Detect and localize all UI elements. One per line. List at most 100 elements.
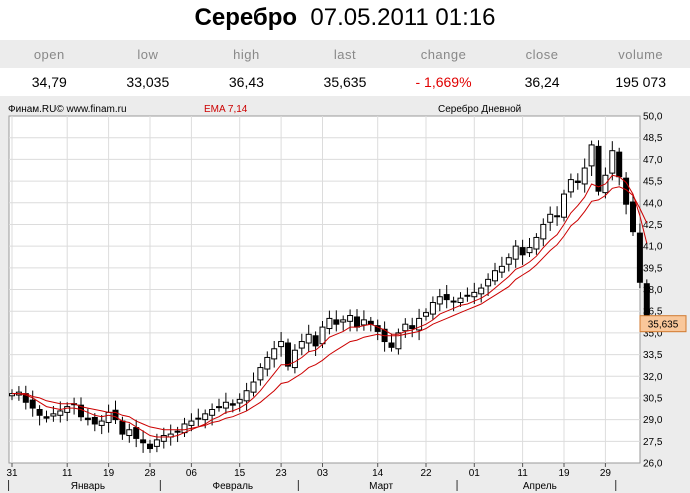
candle-body — [188, 420, 195, 426]
candle-body — [388, 342, 395, 348]
y-axis: 26,0 27,5 29,0 30,5 32,0 33,5 35,0 36,5 38,0 39,5… — [643, 112, 663, 470]
x-tick-label: 15 — [234, 468, 246, 479]
candle-body — [443, 294, 450, 301]
candle-body — [285, 342, 291, 367]
last-value: 35,635 — [295, 68, 395, 97]
candle-body — [409, 325, 416, 330]
candle — [91, 413, 98, 432]
candle-body — [498, 265, 505, 273]
volume-value: 195 073 — [591, 68, 690, 97]
candle-body — [581, 167, 588, 185]
quote-table: open low high last change close volume 3… — [0, 40, 690, 97]
ema7-line — [12, 174, 648, 438]
candle — [630, 194, 636, 237]
candle — [160, 427, 167, 449]
candle-body — [271, 348, 278, 360]
x-tick-label: 03 — [317, 468, 329, 479]
candle-body — [264, 356, 271, 370]
candle-body — [50, 413, 57, 417]
x-tick-label: 23 — [276, 468, 288, 479]
candle — [478, 283, 485, 303]
source-label: Финам.RU© www.finam.ru — [8, 104, 127, 115]
candle-body — [319, 326, 326, 345]
month-label: Март — [369, 481, 393, 492]
candle-body — [64, 406, 71, 413]
col-last-header: last — [295, 40, 395, 68]
col-high-header: high — [197, 40, 296, 68]
y-tick-label: 30,5 — [643, 393, 663, 404]
col-open-header: open — [0, 40, 99, 68]
candle-body — [450, 300, 457, 303]
candle-body — [561, 193, 567, 218]
candle-body — [195, 417, 202, 420]
candle-body — [395, 332, 402, 350]
candle-body — [84, 417, 91, 421]
last-price-marker: 35,635 — [639, 315, 687, 333]
y-tick-label: 33,5 — [643, 350, 663, 361]
candle-body — [636, 232, 643, 283]
candle — [312, 331, 319, 357]
candle-body — [526, 247, 533, 254]
candle-body — [533, 236, 540, 250]
low-value: 33,035 — [98, 68, 198, 97]
candle-body — [153, 439, 160, 447]
candle — [443, 285, 450, 309]
candle — [505, 253, 512, 272]
candle — [512, 240, 519, 268]
candle — [409, 317, 416, 338]
candle — [333, 310, 340, 332]
candle — [291, 344, 298, 374]
candle-body — [202, 413, 209, 421]
candle — [84, 408, 91, 426]
candle-body — [57, 410, 64, 416]
x-tick-label: 22 — [420, 468, 432, 479]
ema-lines — [12, 174, 648, 438]
candle — [547, 206, 554, 231]
y-tick-label: 29,0 — [643, 415, 663, 426]
candle — [485, 273, 492, 297]
col-low-header: low — [98, 40, 198, 68]
y-tick-label: 47,0 — [643, 155, 663, 166]
candle — [140, 430, 147, 453]
y-tick-label: 39,5 — [643, 263, 663, 274]
candle — [195, 408, 202, 427]
candle — [636, 223, 643, 289]
ema14-line — [12, 186, 648, 431]
x-axis: 31 11 19 28 06 15 23 03 14 22 01 11 19 29 Январь Феврал… — [6, 463, 617, 492]
candle — [588, 140, 595, 177]
candle-body — [554, 215, 561, 218]
grid-lines — [9, 116, 640, 463]
col-volume-header: volume — [591, 40, 690, 68]
col-change-header: change — [394, 40, 493, 68]
candle — [57, 401, 64, 423]
candle — [222, 392, 229, 414]
candle — [126, 423, 133, 443]
candle-body — [147, 443, 153, 450]
candle-body — [305, 333, 312, 344]
candle-body — [91, 416, 98, 425]
candle — [360, 310, 367, 331]
candle-body — [574, 180, 581, 184]
candle-body — [250, 381, 257, 393]
last-price-label: 35,635 — [648, 320, 679, 331]
candle-body — [278, 341, 285, 348]
high-value: 36,43 — [197, 68, 296, 97]
candle — [423, 308, 429, 321]
candle — [429, 296, 436, 320]
candle-body — [119, 420, 126, 435]
candle — [340, 315, 347, 331]
candle — [264, 351, 271, 377]
price-chart: Финам.RU© www.finam.ru EMA 7,14 Серебро … — [0, 96, 690, 493]
chart-subtitle: Серебро Дневной — [438, 103, 521, 115]
candle — [216, 398, 222, 412]
candle-body — [112, 409, 119, 421]
candle — [519, 239, 526, 265]
x-tick-label: 11 — [517, 468, 528, 479]
open-value: 34,79 — [0, 68, 99, 97]
candle-body — [436, 296, 443, 305]
candle-body — [360, 319, 367, 326]
candle — [64, 402, 71, 422]
candle-body — [567, 179, 574, 193]
candle — [298, 333, 305, 356]
last-price-box — [639, 315, 687, 333]
